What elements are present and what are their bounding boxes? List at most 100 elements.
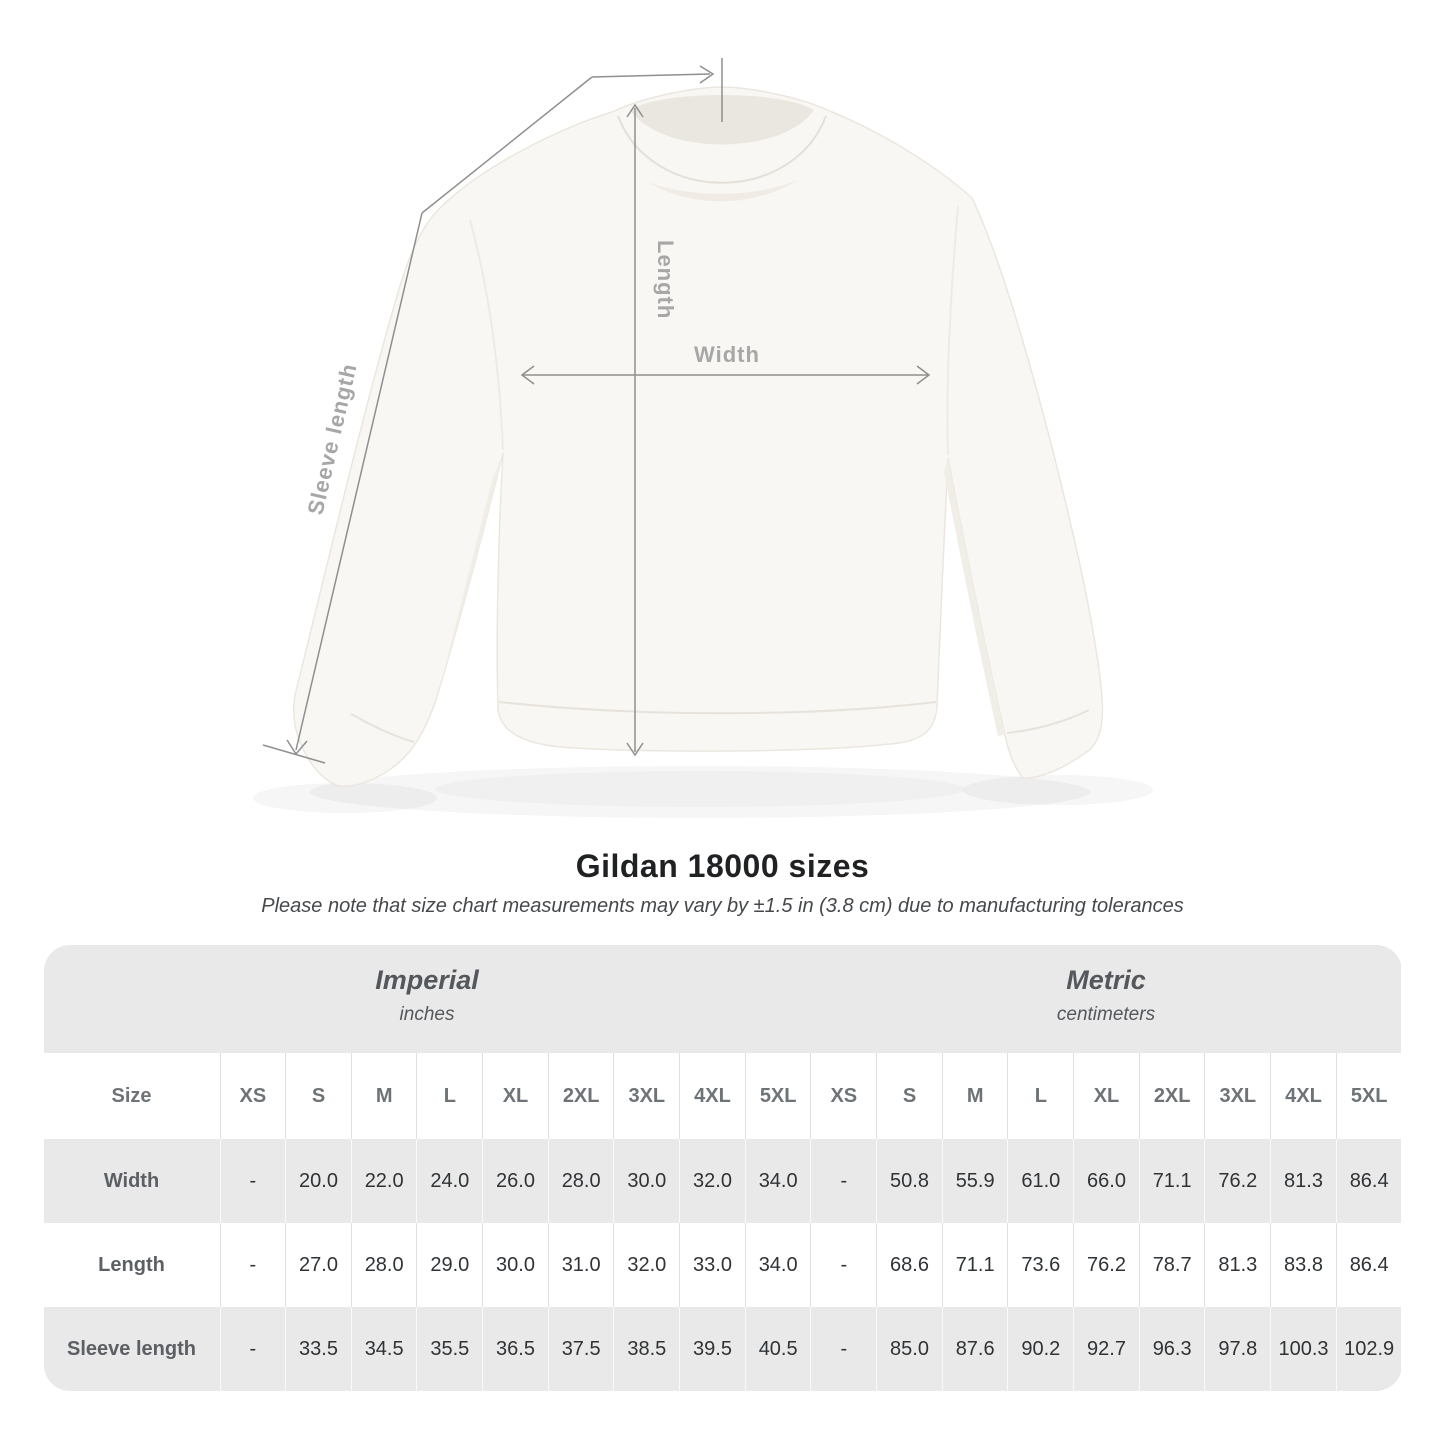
measurement-lines	[262, 58, 931, 764]
sweatshirt-illustration	[292, 86, 1104, 787]
value-cell-metric: 68.6	[876, 1223, 942, 1307]
value-cell-metric: 73.6	[1007, 1223, 1074, 1307]
size-header-imperial-3xl: 3XL	[613, 1053, 680, 1139]
value-cell-imperial: 34.0	[744, 1223, 811, 1307]
length-label: Length	[653, 240, 678, 319]
size-header-imperial-5xl: 5XL	[744, 1053, 811, 1139]
value-cell-imperial: -	[219, 1139, 286, 1223]
metric-label: Metric	[1066, 964, 1146, 995]
imperial-label: Imperial	[375, 964, 479, 995]
value-cell-imperial: 30.0	[613, 1139, 680, 1223]
size-header-metric-5xl: 5XL	[1335, 1053, 1402, 1139]
value-cell-metric: 83.8	[1270, 1223, 1336, 1307]
value-cell-imperial: 34.0	[744, 1139, 811, 1223]
size-column-header: Size	[43, 1053, 220, 1139]
size-header-metric-xs: XS	[810, 1053, 877, 1139]
value-cell-metric: 92.7	[1073, 1307, 1139, 1391]
value-cell-metric: -	[810, 1307, 877, 1391]
size-header-metric-3xl: 3XL	[1204, 1053, 1271, 1139]
value-cell-metric: 86.4	[1335, 1139, 1402, 1223]
value-cell-metric: 55.9	[941, 1139, 1008, 1223]
value-cell-imperial: 30.0	[482, 1223, 548, 1307]
size-header-imperial-xs: XS	[219, 1053, 286, 1139]
size-header-imperial-l: L	[416, 1053, 483, 1139]
value-cell-imperial: 28.0	[350, 1223, 417, 1307]
hem-seam	[498, 701, 937, 715]
size-header-metric-l: L	[1007, 1053, 1074, 1139]
value-cell-imperial: 40.5	[744, 1307, 811, 1391]
value-cell-imperial: 33.0	[679, 1223, 745, 1307]
value-cell-imperial: -	[219, 1307, 286, 1391]
imperial-unit-label: inches	[399, 1003, 455, 1025]
value-cell-imperial: 39.5	[679, 1307, 745, 1391]
size-header-imperial-s: S	[285, 1053, 351, 1139]
value-cell-imperial: 32.0	[679, 1139, 745, 1223]
sweatshirt-body	[292, 86, 1104, 787]
collar-shading	[648, 180, 798, 202]
value-cell-metric: 90.2	[1007, 1307, 1074, 1391]
value-cell-metric: 71.1	[941, 1223, 1008, 1307]
width-label: Width	[694, 342, 760, 367]
size-header-imperial-m: M	[350, 1053, 417, 1139]
size-header-metric-s: S	[876, 1053, 942, 1139]
value-cell-imperial: 22.0	[350, 1139, 417, 1223]
value-cell-metric: 66.0	[1073, 1139, 1139, 1223]
value-cell-metric: 87.6	[941, 1307, 1008, 1391]
collar-seam	[617, 115, 827, 184]
value-cell-metric: 85.0	[876, 1307, 942, 1391]
tolerance-note: Please note that size chart measurements…	[261, 895, 1184, 917]
metric-unit-label: centimeters	[1056, 1003, 1156, 1025]
size-chart-table: Imperial inches Metric centimeters Size …	[43, 945, 1402, 1391]
value-cell-metric: 100.3	[1270, 1307, 1336, 1391]
length-measure-line	[626, 103, 644, 757]
value-cell-imperial: 37.5	[547, 1307, 614, 1391]
shoulder-reference-line	[591, 58, 723, 122]
size-header-imperial-4xl: 4XL	[679, 1053, 745, 1139]
sleeve-measure-line	[262, 76, 593, 764]
size-header-metric-2xl: 2XL	[1138, 1053, 1205, 1139]
value-cell-imperial: 29.0	[416, 1223, 483, 1307]
value-cell-metric: 102.9	[1335, 1307, 1402, 1391]
left-cuff-seam	[350, 713, 415, 743]
value-cell-imperial: 27.0	[285, 1223, 351, 1307]
size-header-metric-xl: XL	[1073, 1053, 1139, 1139]
value-cell-metric: -	[810, 1139, 877, 1223]
row-label-sleeve-length: Sleeve length	[43, 1307, 220, 1391]
value-cell-metric: 81.3	[1204, 1223, 1271, 1307]
value-cell-imperial: 34.5	[350, 1307, 417, 1391]
value-cell-imperial: 26.0	[482, 1139, 548, 1223]
value-cell-imperial: 38.5	[613, 1307, 680, 1391]
metric-section-header: Metric centimeters	[810, 945, 1402, 1053]
value-cell-imperial: 33.5	[285, 1307, 351, 1391]
page-title: Gildan 18000 sizes	[575, 848, 870, 884]
row-label-length: Length	[43, 1223, 220, 1307]
value-cell-metric: 50.8	[876, 1139, 942, 1223]
left-crease-shading	[439, 453, 503, 690]
value-cell-metric: 71.1	[1138, 1139, 1205, 1223]
value-cell-imperial: 31.0	[547, 1223, 614, 1307]
value-cell-imperial: 20.0	[285, 1139, 351, 1223]
size-header-metric-4xl: 4XL	[1270, 1053, 1336, 1139]
value-cell-metric: 78.7	[1138, 1223, 1205, 1307]
value-cell-imperial: -	[219, 1223, 286, 1307]
width-measure-line	[520, 365, 931, 385]
sweatshirt-diagram-svg: Length Width Sleeve length	[253, 58, 1153, 818]
right-sleeve-seam	[946, 205, 959, 456]
value-cell-metric: 76.2	[1204, 1139, 1271, 1223]
value-cell-imperial: 28.0	[547, 1139, 614, 1223]
value-cell-metric: 86.4	[1335, 1223, 1402, 1307]
left-sleeve-seam	[469, 219, 504, 451]
size-header-imperial-2xl: 2XL	[547, 1053, 614, 1139]
value-cell-metric: 61.0	[1007, 1139, 1074, 1223]
value-cell-metric: 81.3	[1270, 1139, 1336, 1223]
row-label-width: Width	[43, 1139, 220, 1223]
imperial-section-header: Imperial inches	[43, 945, 811, 1053]
garment-shadow	[253, 766, 1153, 818]
value-cell-imperial: 36.5	[482, 1307, 548, 1391]
value-cell-metric: -	[810, 1223, 877, 1307]
value-cell-imperial: 24.0	[416, 1139, 483, 1223]
right-crease-shading	[944, 458, 1005, 736]
value-cell-imperial: 35.5	[416, 1307, 483, 1391]
size-header-imperial-xl: XL	[482, 1053, 548, 1139]
